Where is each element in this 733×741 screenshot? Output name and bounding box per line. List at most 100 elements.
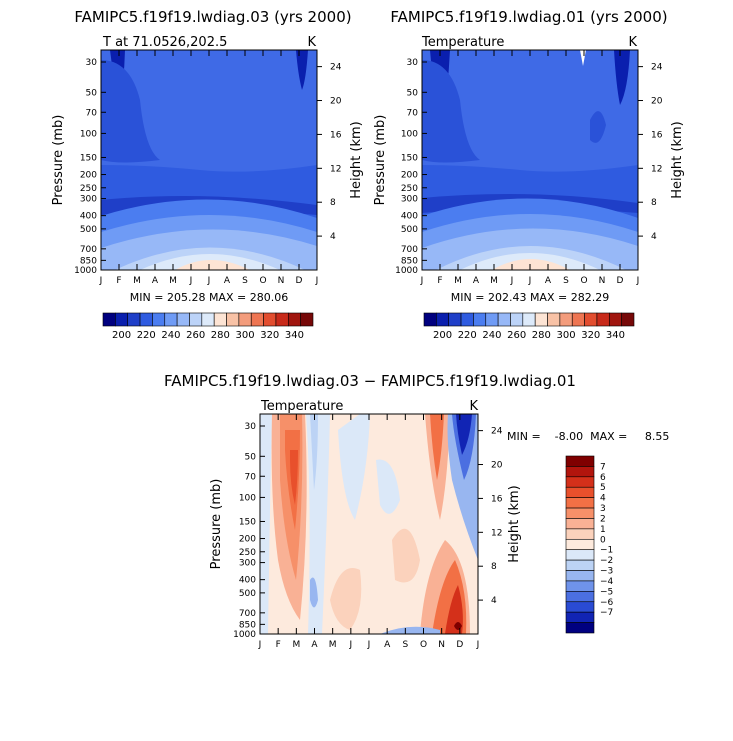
colorbar-label: 320: [581, 330, 600, 341]
x-tick-label: A: [473, 276, 480, 286]
y-tick-label: 30: [407, 58, 419, 68]
colorbar-swatch: [565, 455, 595, 467]
colorbar-swatch: [565, 570, 595, 582]
colorbar-label: −6: [600, 598, 614, 608]
y2-tick-label: 4: [651, 232, 657, 242]
panel-2-upper-field: [422, 50, 638, 172]
colorbar-swatch: [522, 312, 536, 327]
x-tick-label: J: [207, 276, 211, 286]
x-tick-label: A: [545, 276, 552, 286]
panel-1-mid-cold: [101, 60, 160, 163]
y2-tick-label: 24: [330, 63, 342, 73]
colorbar-swatch: [152, 312, 166, 327]
colorbar-label: 280: [211, 330, 230, 341]
y-tick-label: 1000: [233, 630, 256, 640]
y-tick-label: 50: [245, 452, 257, 462]
panel-3-units: K: [469, 399, 478, 414]
colorbar-label: 220: [458, 330, 477, 341]
colorbar-swatch: [164, 312, 178, 327]
panel-1-band-6: [175, 260, 250, 270]
y-tick-label: 850: [401, 256, 418, 266]
x-tick-label: M: [133, 276, 141, 286]
panel-3-warm-lower-2: [392, 528, 420, 583]
colorbar-swatch: [287, 312, 301, 327]
x-tick-label: J: [476, 640, 480, 650]
colorbar-swatch: [485, 312, 499, 327]
colorbar-label: 200: [433, 330, 452, 341]
y-tick-label: 150: [239, 517, 256, 527]
colorbar-swatch: [565, 538, 595, 551]
x-tick-label: J: [189, 276, 193, 286]
y-tick-label: 250: [80, 184, 97, 194]
colorbar-swatch: [608, 312, 622, 327]
panel-2-units: K: [628, 35, 637, 50]
panel-3-warm-col-4: [290, 450, 298, 505]
colorbar-swatch: [596, 312, 610, 327]
colorbar-swatch: [565, 601, 595, 613]
colorbar-label: −3: [600, 567, 613, 577]
y-tick-label: 250: [401, 184, 418, 194]
colorbar-swatch: [565, 580, 595, 592]
colorbar-swatch: [571, 312, 585, 327]
panel-1-colorbar: 200 220 240 260 280 300 320 340: [102, 312, 314, 341]
y-tick-label: 50: [86, 88, 98, 98]
y-tick-label: 150: [80, 153, 97, 163]
y-tick-label: 400: [80, 212, 97, 222]
x-tick-label: M: [169, 276, 177, 286]
colorbar-label: 7: [600, 462, 606, 472]
colorbar-swatch: [565, 559, 595, 571]
colorbar-swatch: [139, 312, 153, 327]
y-tick-label: 500: [80, 225, 97, 235]
y2-tick-label: 24: [651, 63, 663, 73]
colorbar-swatch: [226, 312, 240, 327]
y2-tick-label: 20: [651, 97, 663, 107]
y-tick-label: 100: [80, 129, 97, 139]
panel-1-cold-core-right: [296, 50, 308, 90]
colorbar-label: 4: [600, 494, 606, 504]
colorbar-swatch: [189, 312, 203, 327]
colorbar-label: 260: [507, 330, 526, 341]
colorbar-swatch: [565, 476, 595, 488]
y-tick-label: 500: [239, 589, 256, 599]
panel-3: FAMIPC5.f19f19.lwdiag.03 − FAMIPC5.f19f1…: [164, 372, 669, 650]
y-tick-label: 30: [86, 58, 98, 68]
x-tick-label: J: [315, 276, 319, 286]
colorbar-swatch: [565, 528, 595, 540]
y-tick-label: 850: [239, 620, 256, 630]
x-tick-label: A: [384, 640, 391, 650]
panel-1-units: K: [307, 35, 316, 50]
colorbar-swatch: [565, 591, 595, 603]
panel-2-ylabel: Pressure (mb): [373, 115, 388, 206]
y-tick-label: 100: [401, 129, 418, 139]
colorbar-label: 220: [137, 330, 156, 341]
x-tick-label: J: [367, 640, 371, 650]
colorbar-swatch: [565, 507, 595, 519]
colorbar-label: 340: [606, 330, 625, 341]
colorbar-label: 3: [600, 504, 606, 514]
colorbar-label: 6: [600, 473, 606, 483]
x-tick-label: J: [528, 276, 532, 286]
x-tick-label: M: [329, 640, 337, 650]
panel-2-y2label: Height (km): [670, 121, 685, 198]
x-tick-label: F: [437, 276, 442, 286]
panel-2: FAMIPC5.f19f19.lwdiag.01 (yrs 2000) Temp…: [373, 8, 685, 341]
colorbar-label: −1: [600, 546, 613, 556]
y2-tick-label: 8: [651, 198, 657, 208]
y-tick-label: 700: [80, 245, 97, 255]
panel-3-stats: MIN = -8.00 MAX = 8.55: [507, 430, 669, 443]
y-tick-label: 30: [245, 422, 257, 432]
colorbar-swatch: [621, 312, 635, 327]
x-tick-label: M: [490, 276, 498, 286]
colorbar-swatch: [115, 312, 129, 327]
colorbar-label: 1: [600, 525, 606, 535]
panel-2-colorbar: 200 220 240 260 280 300 320 340: [423, 312, 635, 341]
y2-tick-label: 20: [491, 461, 503, 471]
y-tick-label: 500: [401, 225, 418, 235]
colorbar-swatch: [565, 549, 595, 561]
colorbar-swatch: [201, 312, 215, 327]
panel-3-surface-band: [380, 626, 440, 634]
y2-tick-label: 12: [491, 528, 502, 538]
x-tick-label: F: [116, 276, 121, 286]
